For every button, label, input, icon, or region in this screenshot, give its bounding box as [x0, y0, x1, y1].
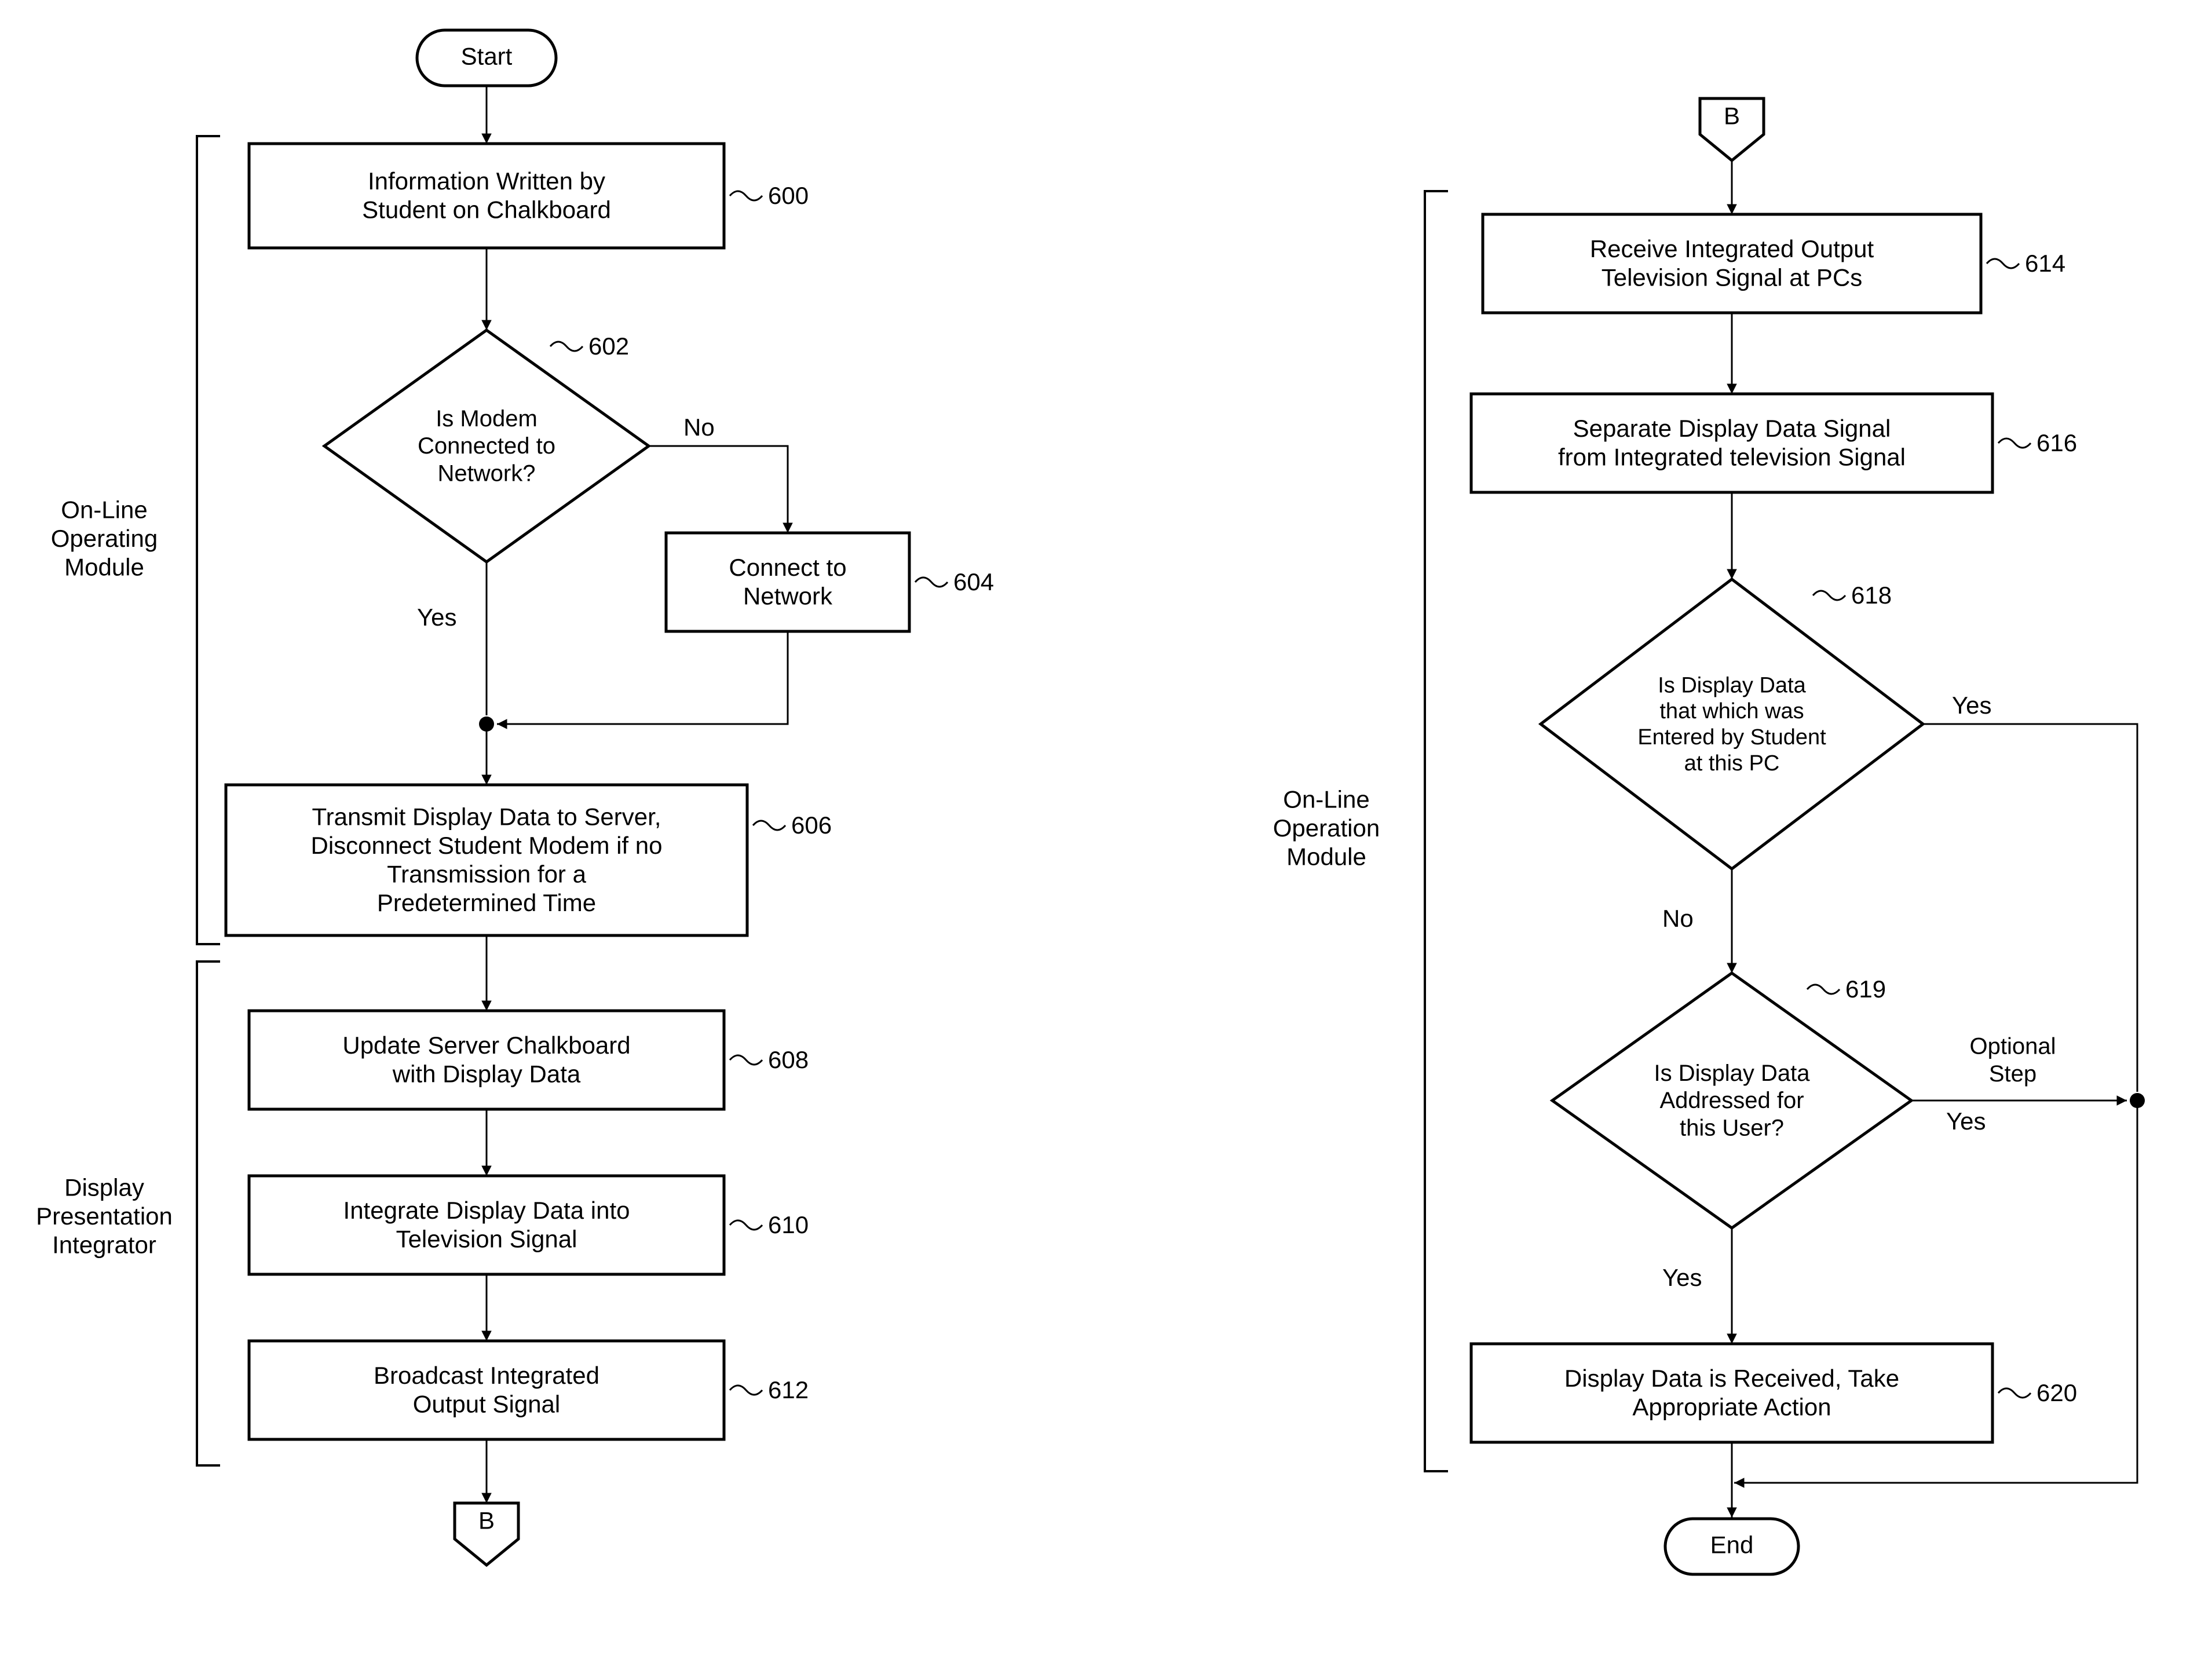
ref-602: 602: [588, 332, 629, 360]
connector-b-right: B: [1724, 103, 1740, 130]
ref-616: 616: [2036, 429, 2077, 456]
end-terminal: End: [1710, 1531, 1754, 1559]
node-610-text: Integrate Display Data intoTelevision Si…: [343, 1197, 630, 1253]
ref-608: 608: [768, 1046, 809, 1073]
ref-604: 604: [953, 568, 994, 595]
node-600-text: Information Written byStudent on Chalkbo…: [362, 167, 611, 224]
ref-618: 618: [1851, 582, 1892, 609]
ref-619: 619: [1845, 975, 1886, 1003]
ref-620: 620: [2036, 1379, 2077, 1406]
node-604-text: Connect toNetwork: [729, 554, 846, 610]
ref-606: 606: [791, 811, 832, 839]
ref-612: 612: [768, 1376, 809, 1403]
bracket-display-presentation: DisplayPresentationIntegrator: [36, 1173, 173, 1258]
label-619-yes-right: Yes: [1946, 1107, 1986, 1135]
label-619-yes-down: Yes: [1662, 1264, 1702, 1291]
node-620-text: Display Data is Received, TakeAppropriat…: [1564, 1365, 1899, 1421]
node-606-text: Transmit Display Data to Server,Disconne…: [311, 803, 663, 917]
node-616-text: Separate Display Data Signalfrom Integra…: [1558, 415, 1906, 471]
label-602-yes: Yes: [417, 604, 457, 631]
node-619-text: Is Display DataAddressed forthis User?: [1654, 1061, 1811, 1140]
node-614-text: Receive Integrated OutputTelevision Sign…: [1590, 235, 1874, 291]
node-608-text: Update Server Chalkboardwith Display Dat…: [342, 1032, 630, 1088]
label-618-yes: Yes: [1952, 692, 1992, 719]
connector-b-left: B: [478, 1507, 495, 1534]
bracket-online-operating: On-LineOperatingModule: [51, 496, 158, 580]
node-612-text: Broadcast IntegratedOutput Signal: [374, 1362, 599, 1418]
label-618-no: No: [1662, 905, 1694, 932]
ref-600: 600: [768, 182, 809, 209]
start-terminal: Start: [461, 43, 513, 70]
label-619-optional: OptionalStep: [1970, 1034, 2056, 1087]
ref-610: 610: [768, 1211, 809, 1238]
node-618-text: Is Display Datathat which wasEntered by …: [1637, 673, 1826, 776]
label-602-no: No: [683, 414, 715, 441]
ref-614: 614: [2025, 250, 2065, 277]
node-602-text: Is ModemConnected toNetwork?: [418, 406, 555, 486]
bracket-online-operation: On-LineOperationModule: [1273, 785, 1380, 870]
